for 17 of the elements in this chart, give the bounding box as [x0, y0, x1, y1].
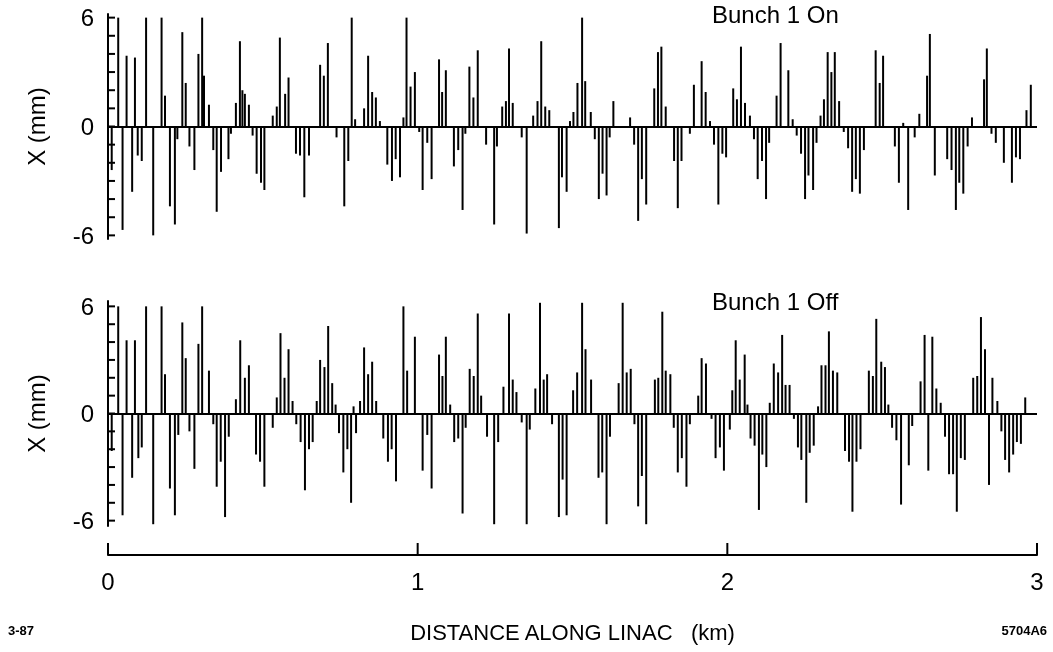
x-tick-label: 0 [101, 567, 115, 595]
y-tick-label: -6 [72, 507, 94, 535]
text: 3-87 [8, 623, 35, 638]
x-tick-label: 2 [720, 567, 735, 595]
y-axis-title: X (mm) [22, 87, 50, 166]
y-tick-label: 0 [80, 400, 94, 427]
x-tick-label: 1 [410, 567, 425, 595]
y-tick-label: 6 [80, 292, 94, 320]
y-tick-label: 6 [80, 4, 94, 32]
x-tick-label: 3 [1030, 567, 1044, 595]
chart-title: Bunch 1 On [712, 0, 839, 28]
y-axis-title: X (mm) [22, 374, 50, 453]
y-tick-label: -6 [72, 221, 94, 249]
y-tick-label: 0 [80, 113, 94, 140]
text: 5704A6 [1001, 623, 1048, 638]
x-axis-title: DISTANCE ALONG LINAC (km) [410, 619, 735, 645]
chart-title: Bunch 1 Off [712, 287, 839, 315]
